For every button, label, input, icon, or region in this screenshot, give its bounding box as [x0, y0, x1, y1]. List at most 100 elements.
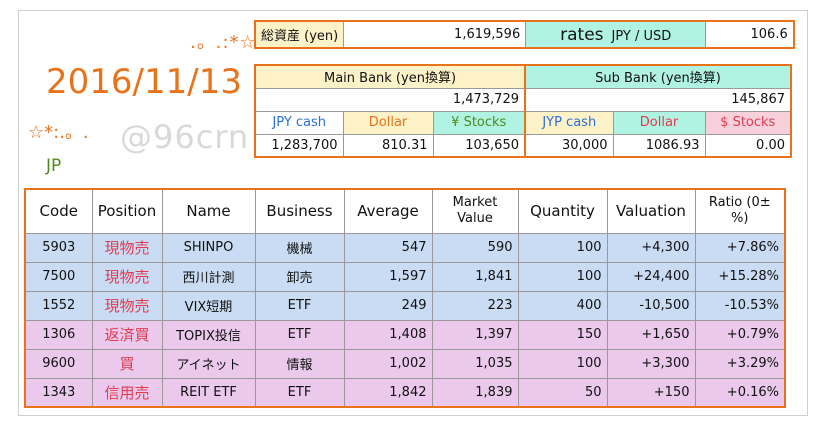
cell-business[interactable]: ETF [254, 290, 345, 321]
cell-code[interactable]: 1552 [24, 290, 93, 321]
main-bank-value-dollar[interactable]: 810.31 [342, 133, 434, 158]
table-row[interactable]: 1306 返済買 TOPIX投信 ETF 1,408 1,397 150 +1,650 +0.7… [24, 319, 786, 350]
sub-bank-label-dollar: Dollar [612, 110, 706, 135]
table-row[interactable]: 1552 現物売 VIX短期 ETF 249 223 400 -10,500 -10.53% [24, 290, 786, 321]
table-row[interactable]: 7500 現物売 西川計測 卸売 1,597 1,841 100 +24,400 +15.28% [24, 261, 786, 292]
cell-quantity[interactable]: 400 [517, 290, 608, 321]
main-bank-label-jpy-cash: JPY cash [254, 110, 344, 135]
header-ratio: Ratio (0±%) [694, 188, 786, 234]
main-bank-table: Main Bank (yen換算) 1,473,729 JPY cash Dol… [254, 64, 526, 158]
cell-business[interactable]: ETF [254, 377, 345, 408]
watermark: @96crn [120, 118, 250, 156]
holdings-table: Code Position Name Business Average Mark… [24, 188, 786, 408]
cell-position[interactable]: 信用売 [91, 377, 163, 408]
header-valuation: Valuation [606, 188, 696, 234]
summary-table: 総資産 (yen) 1,619,596 rates JPY / USD 106.6 [254, 20, 795, 49]
cell-valuation[interactable]: -10,500 [606, 290, 696, 321]
cell-quantity[interactable]: 100 [517, 232, 608, 263]
cell-market[interactable]: 1,397 [431, 319, 519, 350]
total-assets-value[interactable]: 1,619,596 [343, 20, 527, 49]
sub-bank-value-jpy-cash[interactable]: 30,000 [524, 133, 614, 158]
cell-position[interactable]: 現物売 [91, 290, 163, 321]
sub-bank-label-stocks: $ Stocks [704, 110, 792, 135]
cell-ratio[interactable]: +0.16% [694, 377, 786, 408]
cell-average[interactable]: 1,408 [343, 319, 433, 350]
rates-value[interactable]: 106.6 [705, 20, 795, 49]
cell-code[interactable]: 5903 [24, 232, 93, 263]
cell-market[interactable]: 1,035 [431, 348, 519, 379]
cell-average[interactable]: 1,842 [343, 377, 433, 408]
sub-bank-title: Sub Bank (yen換算) [524, 64, 792, 89]
cell-quantity[interactable]: 50 [517, 377, 608, 408]
cell-quantity[interactable]: 150 [517, 319, 608, 350]
decorative-stars-middle: ☆*:.。. [28, 122, 89, 143]
cell-name[interactable]: 西川計測 [161, 261, 256, 292]
cell-ratio[interactable]: +0.79% [694, 319, 786, 350]
cell-valuation[interactable]: +24,400 [606, 261, 696, 292]
header-market-value: Market Value [431, 188, 519, 234]
cell-market[interactable]: 1,839 [431, 377, 519, 408]
cell-position[interactable]: 買 [91, 348, 163, 379]
cell-position[interactable]: 現物売 [91, 232, 163, 263]
header-business: Business [254, 188, 345, 234]
cell-code[interactable]: 7500 [24, 261, 93, 292]
header-average: Average [343, 188, 433, 234]
main-bank-title: Main Bank (yen換算) [254, 64, 526, 89]
sub-bank-value-dollar[interactable]: 1086.93 [612, 133, 706, 158]
main-bank-label-dollar: Dollar [342, 110, 434, 135]
cell-average[interactable]: 1,002 [343, 348, 433, 379]
cell-average[interactable]: 249 [343, 290, 433, 321]
decorative-stars-top: .。.:*☆ [190, 32, 257, 53]
cell-code[interactable]: 1343 [24, 377, 93, 408]
table-row[interactable]: 5903 現物売 SHINPO 機械 547 590 100 +4,300 +7.86% [24, 232, 786, 263]
cell-position[interactable]: 返済買 [91, 319, 163, 350]
cell-ratio[interactable]: -10.53% [694, 290, 786, 321]
cell-quantity[interactable]: 100 [517, 348, 608, 379]
cell-ratio[interactable]: +15.28% [694, 261, 786, 292]
cell-name[interactable]: VIX短期 [161, 290, 256, 321]
cell-business[interactable]: 機械 [254, 232, 345, 263]
holdings-header-row: Code Position Name Business Average Mark… [24, 188, 786, 234]
sub-bank-total[interactable]: 145,867 [524, 87, 792, 112]
main-bank-value-jpy-cash[interactable]: 1,283,700 [254, 133, 344, 158]
cell-business[interactable]: 情報 [254, 348, 345, 379]
main-bank-label-stocks: ¥ Stocks [432, 110, 526, 135]
cell-valuation[interactable]: +3,300 [606, 348, 696, 379]
main-bank-total[interactable]: 1,473,729 [254, 87, 526, 112]
sub-bank-label-jpy-cash: JYP cash [524, 110, 614, 135]
market-label: JP [46, 156, 62, 176]
cell-market[interactable]: 223 [431, 290, 519, 321]
cell-average[interactable]: 547 [343, 232, 433, 263]
cell-average[interactable]: 1,597 [343, 261, 433, 292]
header-quantity: Quantity [517, 188, 608, 234]
cell-code[interactable]: 1306 [24, 319, 93, 350]
header-name: Name [161, 188, 256, 234]
cell-position[interactable]: 現物売 [91, 261, 163, 292]
table-row[interactable]: 9600 買アイネット 情報 1,002 1,035 100 +3,300 +3.29% [24, 348, 786, 379]
cell-ratio[interactable]: +7.86% [694, 232, 786, 263]
cell-name[interactable]: TOPIX投信 [161, 319, 256, 350]
sub-bank-value-stocks[interactable]: 0.00 [704, 133, 792, 158]
cell-market[interactable]: 590 [431, 232, 519, 263]
table-row[interactable]: 1343 信用売 REIT ETF ETF 1,842 1,839 50 +150 +0.16% [24, 377, 786, 408]
cell-valuation[interactable]: +1,650 [606, 319, 696, 350]
header-code: Code [24, 188, 93, 234]
cell-name[interactable]: REIT ETF [161, 377, 256, 408]
rates-cell: rates JPY / USD [525, 20, 707, 49]
cell-valuation[interactable]: +150 [606, 377, 696, 408]
cell-valuation[interactable]: +4,300 [606, 232, 696, 263]
main-bank-value-stocks[interactable]: 103,650 [432, 133, 526, 158]
cell-quantity[interactable]: 100 [517, 261, 608, 292]
cell-business[interactable]: 卸売 [254, 261, 345, 292]
rates-label: rates [560, 24, 604, 45]
cell-ratio[interactable]: +3.29% [694, 348, 786, 379]
header-position: Position [91, 188, 163, 234]
cell-market[interactable]: 1,841 [431, 261, 519, 292]
rates-pair: JPY / USD [611, 28, 672, 44]
total-assets-label: 総資産 (yen) [254, 20, 345, 49]
cell-name[interactable]: SHINPO [161, 232, 256, 263]
cell-name[interactable]: アイネット [161, 348, 256, 379]
cell-code[interactable]: 9600 [24, 348, 93, 379]
sheet-frame [18, 10, 808, 416]
cell-business[interactable]: ETF [254, 319, 345, 350]
